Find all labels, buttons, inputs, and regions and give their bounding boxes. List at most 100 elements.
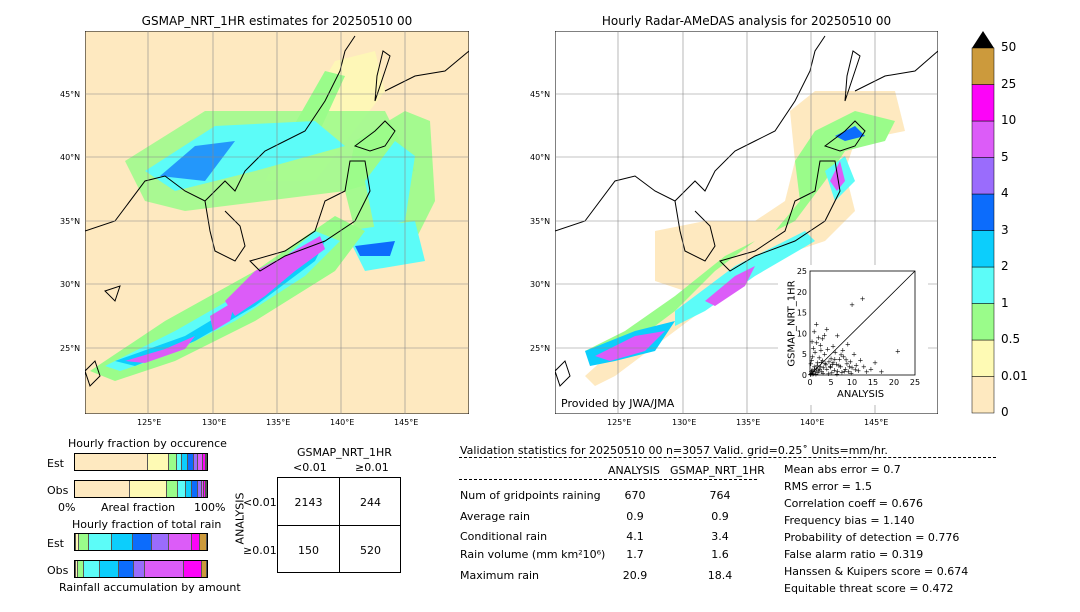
scatter-point: + xyxy=(848,369,854,377)
scatter-point: + xyxy=(813,365,819,373)
fraction-segment xyxy=(168,534,193,550)
stat-analysis: 0.9 xyxy=(626,510,644,523)
scatter-point: + xyxy=(811,328,817,336)
stat-analysis: 4.1 xyxy=(626,530,644,543)
fraction-segment xyxy=(176,454,182,470)
hist1-obs-bar xyxy=(74,480,208,498)
score-line: False alarm ratio = 0.319 xyxy=(784,548,924,561)
score-line: Frequency bias = 1.140 xyxy=(784,514,915,527)
scatter-point: + xyxy=(834,370,840,378)
scatter-point: + xyxy=(809,357,815,365)
stat-label: Rain volume (mm km²10⁶) xyxy=(460,548,606,561)
scatter-point: + xyxy=(839,369,845,377)
scatter-point: + xyxy=(824,365,830,373)
scatter-point: + xyxy=(809,367,815,375)
scatter-point: + xyxy=(818,342,824,350)
scatter-point: + xyxy=(830,360,836,368)
fraction-segment xyxy=(188,454,194,470)
colorbar-label: 25 xyxy=(1001,76,1017,91)
scatter-x-tick: 20 xyxy=(889,378,899,387)
lon-label: 145°E xyxy=(394,418,419,427)
fraction-segment xyxy=(118,561,135,577)
colorbar-label: 0.5 xyxy=(1001,332,1021,346)
contingency-col-label: ≥0.01 xyxy=(355,461,389,474)
scatter-point: + xyxy=(828,364,834,372)
colorbar-label: 50 xyxy=(1001,40,1017,54)
scatter-point: + xyxy=(818,359,824,367)
scatter-point: + xyxy=(852,366,858,374)
scatter-point: + xyxy=(864,368,870,376)
colorbar-bin xyxy=(971,230,995,268)
fraction-segment xyxy=(75,454,148,470)
scatter-point: + xyxy=(813,370,819,378)
scatter-point: + xyxy=(835,367,841,375)
lon-label: 135°E xyxy=(266,418,291,427)
stat-analysis: 20.9 xyxy=(622,569,648,582)
fraction-segment xyxy=(77,561,85,577)
scatter-point: + xyxy=(842,367,848,375)
lat-label: 40°N xyxy=(60,153,81,162)
right-map-title: Hourly Radar-AMeDAS analysis for 2025051… xyxy=(601,14,892,28)
hist2-title: Hourly fraction of total rain xyxy=(72,518,222,531)
stat-label: Average rain xyxy=(460,510,530,523)
scatter-point: + xyxy=(872,359,878,367)
fraction-segment xyxy=(184,561,202,577)
hist1-axis-right: 100% xyxy=(194,501,226,514)
scatter-point: + xyxy=(826,358,832,366)
scatter-point: + xyxy=(838,363,844,371)
scatter-point: + xyxy=(845,340,851,348)
fraction-segment xyxy=(168,454,177,470)
fraction-segment xyxy=(201,481,205,497)
fraction-segment xyxy=(84,561,101,577)
fraction-segment xyxy=(130,481,168,497)
scatter-point: + xyxy=(821,332,827,340)
lat-label: 35°N xyxy=(60,217,81,226)
hist2-obs-bar xyxy=(74,560,208,578)
score-line: Mean abs error = 0.7 xyxy=(784,463,901,476)
fraction-segment xyxy=(134,561,145,577)
scatter-point: + xyxy=(812,368,818,376)
colorbar-label: 10 xyxy=(1001,113,1017,127)
fraction-segment xyxy=(78,534,90,550)
scatter-point: + xyxy=(828,355,834,363)
stat-label: Num of gridpoints raining xyxy=(460,489,601,502)
stat-label: Conditional rain xyxy=(460,530,548,543)
scatter-y-tick: 25 xyxy=(797,267,807,276)
hist1-est-bar xyxy=(74,453,208,471)
lat-label: 45°N xyxy=(530,90,551,99)
coastline xyxy=(85,35,469,387)
colorbar-label: 0.01 xyxy=(1001,368,1028,383)
scatter-point: + xyxy=(815,359,821,367)
validation-header: Validation statistics for 20250510 00 n=… xyxy=(460,444,888,457)
scatter-y-tick: 15 xyxy=(797,309,807,318)
lat-label: 25°N xyxy=(60,344,81,353)
scatter-point: + xyxy=(868,365,874,373)
scatter-point: + xyxy=(822,359,828,367)
scatter-point: + xyxy=(832,349,838,357)
fraction-segment xyxy=(197,481,202,497)
colorbar-label: 5 xyxy=(1001,149,1009,164)
fraction-segment xyxy=(185,481,193,497)
fraction-segment xyxy=(192,481,198,497)
scatter-ylabel: GSMAP_NRT_1HR xyxy=(786,280,798,367)
fraction-segment xyxy=(197,454,203,470)
fraction-segment xyxy=(76,534,79,550)
fraction-segment xyxy=(205,481,207,497)
scatter-point: + xyxy=(840,347,846,355)
colorbar-label: 1 xyxy=(1001,295,1009,310)
scatter-point: + xyxy=(813,321,819,329)
colorbar-extend-arrow xyxy=(972,31,994,48)
scatter-point: + xyxy=(853,362,859,370)
scatter-point: + xyxy=(844,360,850,368)
scatter-point: + xyxy=(810,370,816,378)
scatter-point: + xyxy=(814,362,820,370)
lon-label: 125°E xyxy=(137,418,162,427)
score-line: RMS error = 1.5 xyxy=(784,480,872,493)
scatter-point: + xyxy=(847,358,853,366)
fraction-segment xyxy=(147,454,169,470)
scatter-x-tick: 10 xyxy=(847,378,857,387)
contingency-cell: 150 xyxy=(298,544,319,557)
colorbar-bin xyxy=(971,193,995,231)
fraction-segment xyxy=(75,534,77,550)
scatter-point: + xyxy=(860,295,866,303)
